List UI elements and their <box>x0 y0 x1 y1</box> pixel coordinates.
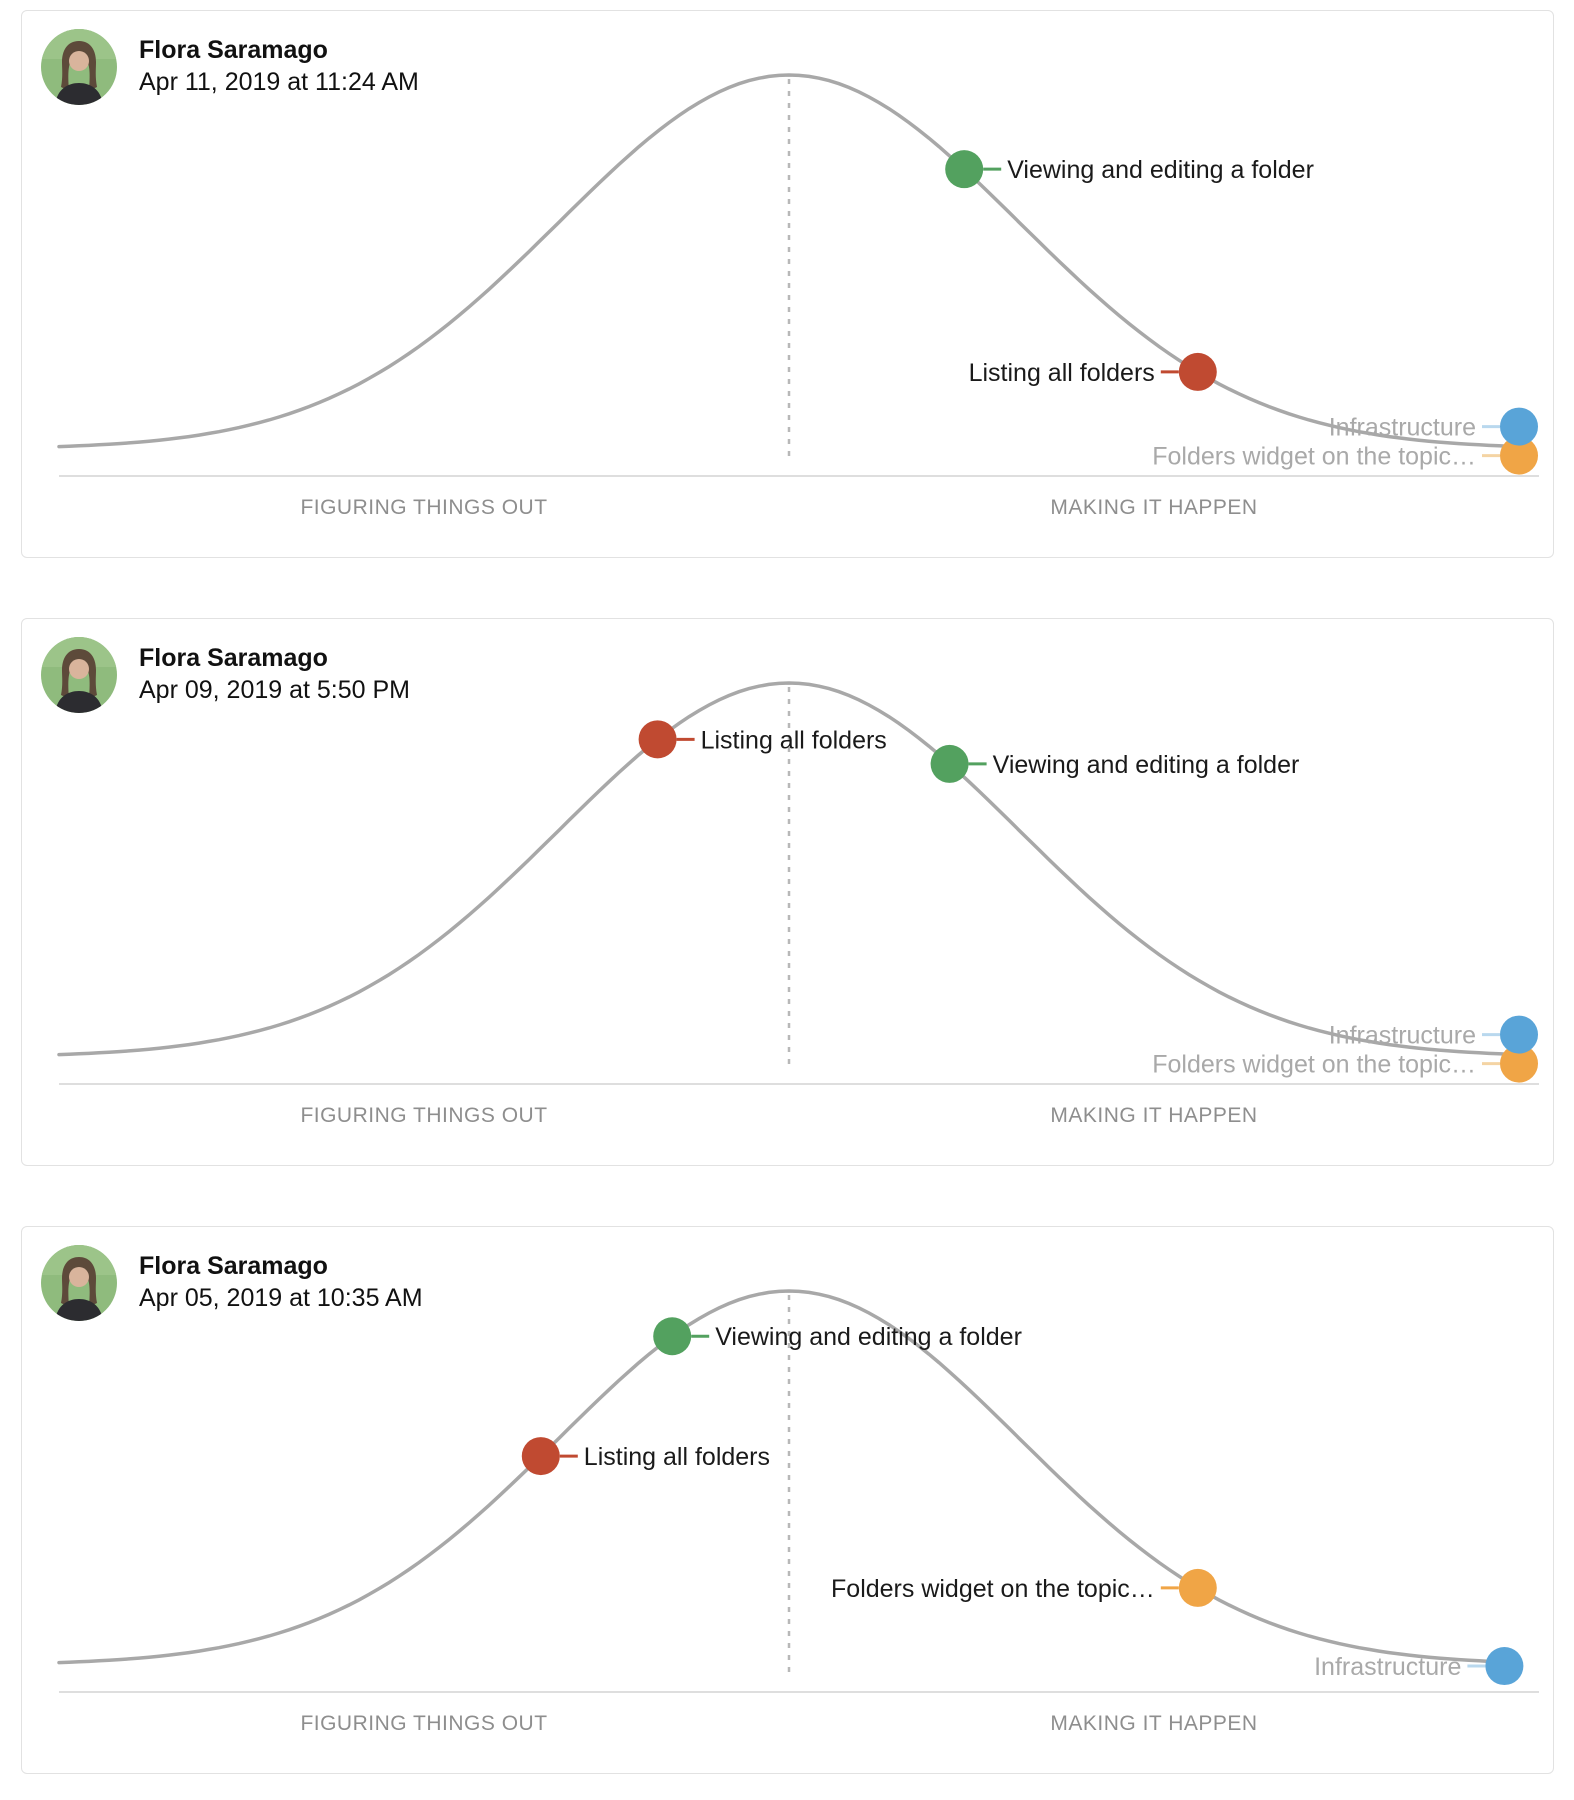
scope-dot-infrastructure <box>1485 1647 1524 1686</box>
hill-chart: FIGURING THINGS OUT MAKING IT HAPPEN Viewi… <box>57 73 1539 519</box>
hill-curve <box>57 681 1521 1057</box>
hill-chart-snapshot-card: Flora Saramago Apr 09, 2019 at 5:50 PM F… <box>21 618 1554 1166</box>
author-name: Flora Saramago <box>139 36 328 64</box>
scope-dot-label-folders-widget-on-the-topic: Folders widget on the topic… <box>831 1575 1155 1603</box>
scope-dot-label-infrastructure: Infrastructure <box>1314 1653 1461 1681</box>
scope-dot-listing-all-folders <box>521 1437 560 1476</box>
scope-dot-listing-all-folders <box>1178 352 1217 391</box>
scope-dot-label-folders-widget-on-the-topic: Folders widget on the topic… <box>1152 443 1476 471</box>
axis-label-making-it-happen: MAKING IT HAPPEN <box>1050 1712 1257 1735</box>
hill-curve <box>57 1289 1521 1665</box>
scope-dot-label-infrastructure: Infrastructure <box>1329 414 1476 442</box>
scope-dot-label-listing-all-folders: Listing all folders <box>969 359 1155 387</box>
axis-label-making-it-happen: MAKING IT HAPPEN <box>1050 1104 1257 1127</box>
author-name: Flora Saramago <box>139 1252 328 1280</box>
hill-curve <box>57 73 1521 449</box>
author-name: Flora Saramago <box>139 644 328 672</box>
scope-dot-folders-widget-on-the-topic <box>1500 1044 1538 1083</box>
snapshot-header: Flora Saramago Apr 05, 2019 at 10:35 AM <box>41 1245 423 1321</box>
scope-dot-listing-all-folders <box>638 720 677 759</box>
scope-dot-label-listing-all-folders: Listing all folders <box>701 726 887 754</box>
axis-label-figuring-things-out: FIGURING THINGS OUT <box>300 1712 547 1735</box>
scope-dot-infrastructure <box>1500 407 1538 446</box>
axis-label-figuring-things-out: FIGURING THINGS OUT <box>300 496 547 519</box>
snapshot-timestamp: Apr 05, 2019 at 10:35 AM <box>139 1284 423 1312</box>
hill-chart-snapshot-card: Flora Saramago Apr 11, 2019 at 11:24 AM … <box>21 10 1554 558</box>
scope-dot-viewing-and-editing-a-folder <box>930 744 969 783</box>
axis-label-making-it-happen: MAKING IT HAPPEN <box>1050 496 1257 519</box>
avatar[interactable] <box>41 637 117 713</box>
scope-dot-label-infrastructure: Infrastructure <box>1329 1022 1476 1050</box>
scope-dot-viewing-and-editing-a-folder <box>653 1317 692 1356</box>
scope-dot-label-viewing-and-editing-a-folder: Viewing and editing a folder <box>1007 156 1314 184</box>
scope-dot-label-listing-all-folders: Listing all folders <box>584 1443 770 1471</box>
scope-dot-folders-widget-on-the-topic <box>1178 1568 1217 1607</box>
scope-dot-infrastructure <box>1500 1015 1538 1054</box>
scope-dot-folders-widget-on-the-topic <box>1500 436 1538 475</box>
snapshot-timestamp: Apr 11, 2019 at 11:24 AM <box>139 68 419 96</box>
hill-chart: FIGURING THINGS OUT MAKING IT HAPPEN Listi… <box>57 681 1539 1127</box>
scope-dot-label-folders-widget-on-the-topic: Folders widget on the topic… <box>1152 1051 1476 1079</box>
snapshot-timestamp: Apr 09, 2019 at 5:50 PM <box>139 676 411 704</box>
hill-chart: FIGURING THINGS OUT MAKING IT HAPPEN Viewi… <box>57 1289 1539 1735</box>
scope-dot-viewing-and-editing-a-folder <box>945 150 984 189</box>
axis-label-figuring-things-out: FIGURING THINGS OUT <box>300 1104 547 1127</box>
avatar[interactable] <box>41 29 117 105</box>
snapshot-header: Flora Saramago Apr 11, 2019 at 11:24 AM <box>41 29 419 105</box>
scope-dot-label-viewing-and-editing-a-folder: Viewing and editing a folder <box>993 751 1300 779</box>
hill-chart-snapshot-card: Flora Saramago Apr 05, 2019 at 10:35 AM … <box>21 1226 1554 1774</box>
avatar[interactable] <box>41 1245 117 1321</box>
snapshot-header: Flora Saramago Apr 09, 2019 at 5:50 PM <box>41 637 410 713</box>
scope-dot-label-viewing-and-editing-a-folder: Viewing and editing a folder <box>715 1323 1022 1351</box>
